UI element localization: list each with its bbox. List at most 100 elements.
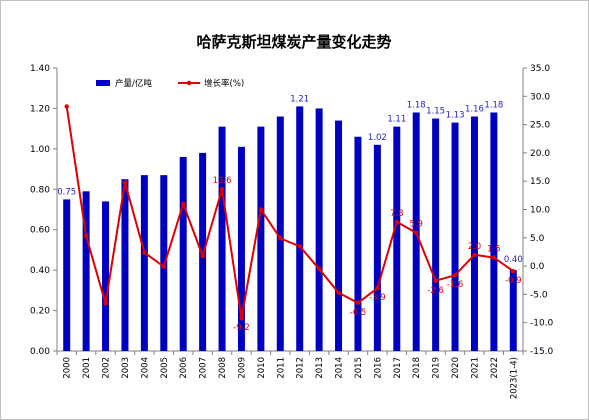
- growth-point: [142, 250, 147, 255]
- bar: [296, 106, 304, 352]
- x-tick-label: 2016: [373, 357, 383, 379]
- x-tick-label: 2018: [412, 357, 422, 379]
- growth-point: [258, 207, 264, 212]
- growth-point: [278, 236, 283, 241]
- bar: [121, 179, 129, 351]
- growth-point: [316, 266, 322, 272]
- bar-value-label: 1.18: [407, 100, 426, 110]
- growth-value-label: -0.9: [505, 276, 522, 286]
- x-tick-label: 2023(1-4): [509, 357, 519, 399]
- bar: [315, 108, 323, 351]
- x-tick-label: 2001: [82, 357, 92, 379]
- growth-point: [452, 272, 458, 278]
- bar: [393, 126, 401, 351]
- growth-point: [219, 186, 225, 192]
- bar: [63, 199, 71, 351]
- growth-point: [511, 268, 516, 274]
- right-tick-label: 20.0: [530, 149, 550, 159]
- line-series: [64, 104, 516, 321]
- bar: [160, 175, 168, 351]
- bar: [276, 116, 284, 351]
- x-tick-label: 2006: [179, 357, 189, 379]
- growth-point: [200, 253, 205, 259]
- growth-value-label: -2.6: [427, 286, 444, 296]
- x-tick-label: 2005: [160, 357, 170, 379]
- bar: [82, 191, 90, 351]
- bar: [470, 116, 478, 351]
- left-tick-label: 0.60: [30, 226, 50, 236]
- bar-value-label: 1.02: [368, 133, 387, 143]
- right-tick-label: 25.0: [530, 121, 550, 131]
- growth-point: [239, 315, 244, 321]
- bar-series: [63, 106, 517, 352]
- legend: 产量/亿吨 增长率(%): [96, 78, 244, 89]
- growth-value-label: 1.5: [487, 245, 501, 255]
- growth-point: [414, 230, 419, 235]
- x-tick-label: 2021: [470, 357, 480, 379]
- bar: [199, 152, 207, 351]
- growth-point: [375, 285, 380, 291]
- data-labels: 0.751.211.021.111.181.15 1.131.16 1.180.40…: [57, 94, 523, 333]
- bar-value-label: 1.15: [426, 107, 445, 117]
- bar-value-label: 0.75: [57, 187, 76, 197]
- growth-point: [297, 244, 302, 249]
- bar: [257, 126, 265, 351]
- legend-line-label: 增长率(%): [204, 78, 244, 89]
- x-tick-label: 2004: [140, 357, 150, 379]
- bar: [335, 120, 343, 351]
- growth-point: [491, 255, 497, 260]
- right-tick-label: -10.0: [530, 319, 554, 329]
- growth-point: [103, 301, 108, 306]
- growth-point: [64, 104, 69, 109]
- bar-value-label: 1.16: [465, 105, 484, 115]
- growth-value-label: 2.0: [468, 242, 482, 252]
- chart-title: 哈萨克斯坦煤炭产量变化走势: [196, 33, 391, 51]
- bar: [140, 175, 148, 351]
- left-tick-label: 1.20: [30, 104, 50, 114]
- right-tick-label: 0.0: [530, 262, 545, 272]
- x-tick-label: 2014: [335, 357, 345, 379]
- right-tick-label: -15.0: [530, 347, 554, 357]
- x-tick-label: 2022: [490, 357, 500, 379]
- growth-value-label: -3.9: [369, 293, 386, 303]
- bar: [354, 136, 362, 351]
- x-tick-label: 2002: [102, 357, 112, 379]
- left-tick-label: 0.00: [30, 347, 50, 357]
- growth-point: [83, 233, 89, 239]
- growth-point: [336, 290, 341, 295]
- left-tick-label: 1.00: [30, 145, 50, 155]
- bar-value-label: 0.40: [504, 255, 523, 265]
- x-tick-label: 2017: [393, 357, 403, 379]
- growth-value-label: 5.9: [409, 220, 423, 230]
- x-tick-label: 2011: [276, 357, 286, 379]
- left-tick-label: 1.40: [30, 64, 50, 74]
- x-tick-label: 2013: [315, 357, 325, 379]
- bar: [102, 201, 110, 351]
- bar: [237, 146, 245, 351]
- right-tick-label: -5.0: [530, 290, 548, 300]
- right-tick-label: 10.0: [530, 206, 550, 216]
- x-tick-label: 2015: [354, 357, 364, 379]
- growth-point: [472, 252, 477, 257]
- right-tick-label: 30.0: [530, 92, 550, 102]
- growth-value-label: -1.6: [447, 280, 464, 290]
- growth-point: [161, 264, 166, 269]
- growth-value-label: -6.5: [350, 308, 367, 318]
- left-tick-label: 0.40: [30, 266, 50, 276]
- growth-line: [65, 106, 514, 319]
- bar: [451, 122, 459, 351]
- legend-line-marker: [186, 80, 192, 86]
- x-tick-label: 2009: [237, 357, 247, 379]
- growth-point: [181, 201, 186, 207]
- left-tick-label: 0.80: [30, 185, 50, 195]
- right-tick-label: 15.0: [530, 177, 550, 187]
- growth-point: [122, 180, 128, 185]
- axes: 0.00 0.20 0.40 0.60 0.80 1.00 1.20 1.40 -15.0 -10…: [30, 64, 554, 399]
- legend-bar-label: 产量/亿吨: [115, 78, 152, 89]
- growth-value-label: 7.8: [390, 209, 404, 219]
- growth-point: [394, 219, 399, 225]
- bar: [373, 144, 381, 351]
- x-tick-label: 2019: [432, 357, 442, 379]
- bar-value-label: 1.11: [387, 115, 406, 125]
- x-tick-label: 2012: [296, 357, 306, 379]
